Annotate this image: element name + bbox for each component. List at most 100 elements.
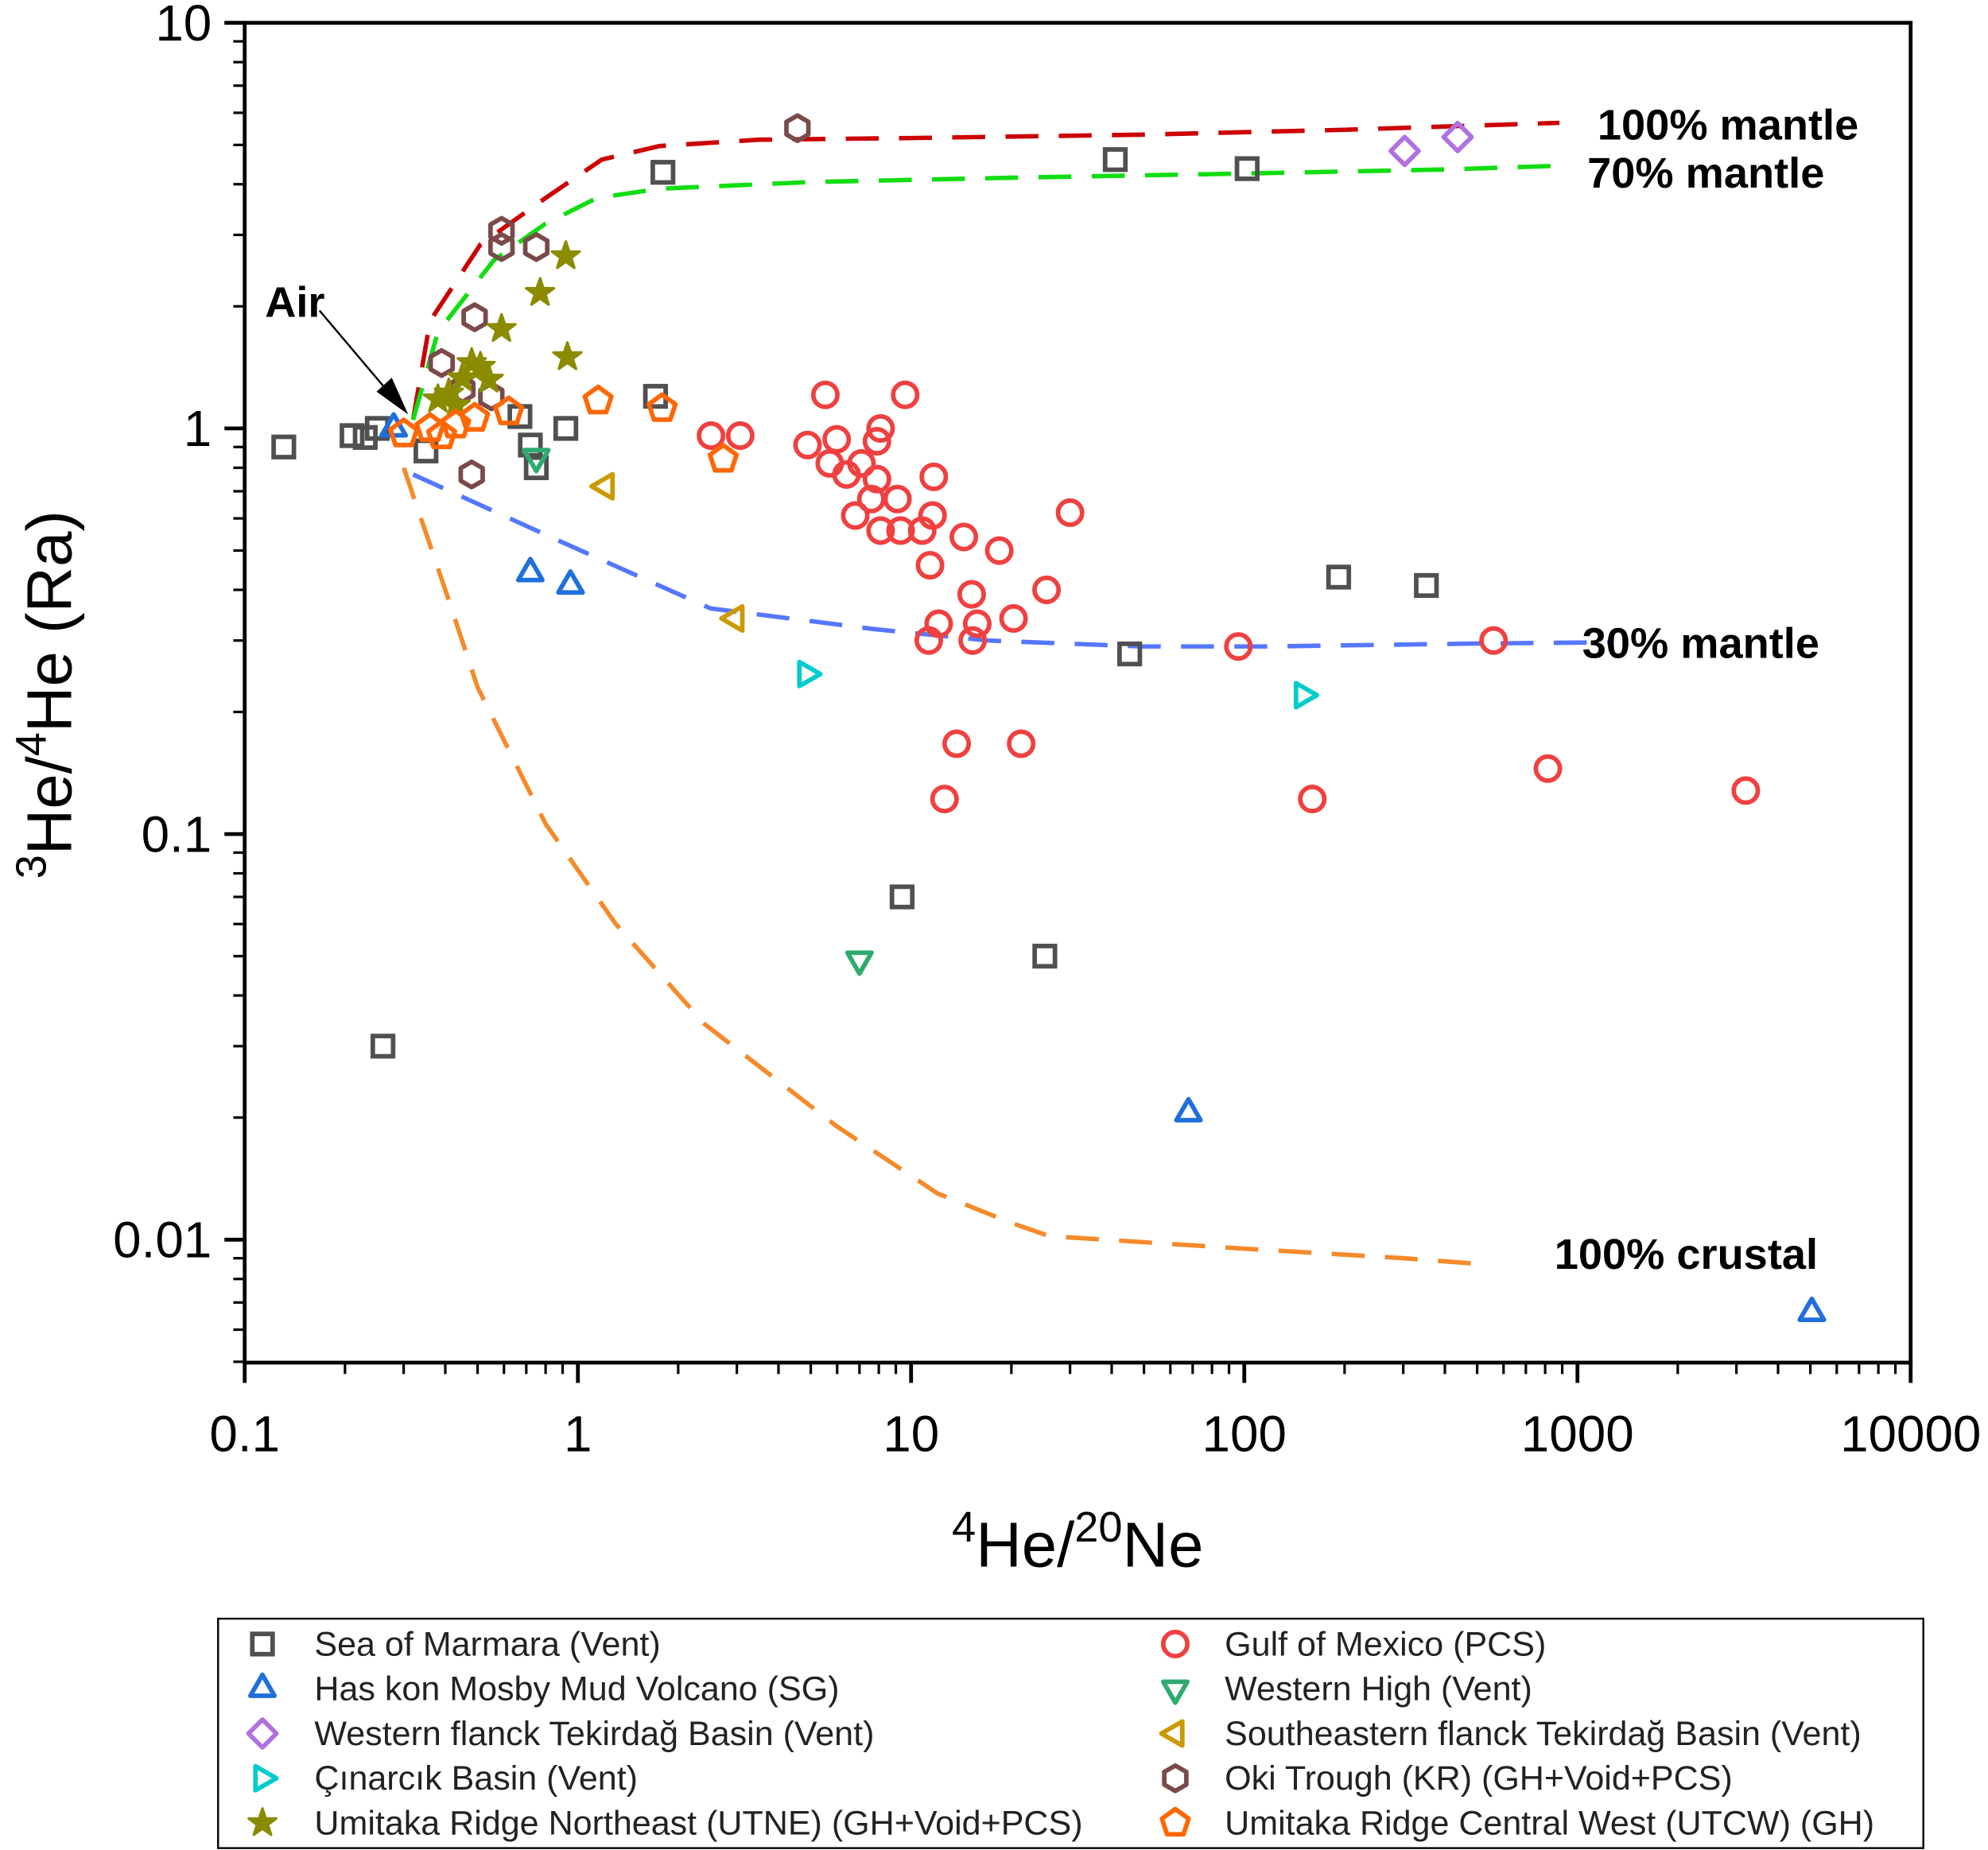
data-point-triangle-up-icon [1174, 1096, 1203, 1123]
series-gulf-of-mexico-pcs [697, 380, 1761, 814]
data-point-circle-icon [883, 484, 912, 514]
data-point-hexagon-icon [488, 231, 515, 262]
data-point-circle-icon [919, 462, 949, 491]
legend-star-icon [247, 1807, 278, 1836]
data-point-circle-icon [886, 516, 915, 545]
data-point-circle-icon [930, 785, 959, 814]
data-point-square-icon [1032, 944, 1058, 969]
data-point-circle-icon [915, 550, 945, 580]
data-point-star-icon [447, 362, 478, 392]
legend-pentagon-icon [1159, 1806, 1191, 1837]
data-point-pentagon-icon [388, 417, 420, 448]
data-point-triangle-down-icon [522, 448, 551, 474]
data-point-star-icon [550, 240, 581, 270]
curve-label-100-crustal: 100% crustal [1555, 1231, 1818, 1278]
data-point-circle-icon [847, 448, 876, 478]
data-point-circle-icon [957, 580, 986, 609]
curve-70-mantle [410, 163, 1571, 421]
data-point-square-icon [1326, 564, 1352, 590]
data-point-triangle-up-icon [1797, 1296, 1827, 1322]
curve-label-70-mantle: 70% mantle [1587, 149, 1824, 197]
legend-label: Gulf of Mexico (PCS) [1225, 1625, 1546, 1663]
data-point-hexagon-icon [488, 215, 515, 246]
series-southeastern-flanck-tekirda-basin-vent [589, 471, 745, 634]
air-arrowhead-icon [376, 378, 409, 415]
data-point-circle-icon [914, 626, 943, 655]
data-point-pentagon-icon [425, 419, 457, 450]
x-tick-label: 1000 [1521, 1406, 1634, 1463]
legend-label: Has kon Mosby Mud Volcano (SG) [314, 1670, 839, 1708]
data-point-circle-icon [962, 609, 992, 638]
data-point-triangle-right-icon [797, 659, 823, 688]
legend-hexagon-icon [1162, 1763, 1189, 1794]
data-point-circle-icon [1224, 632, 1253, 661]
data-point-square-icon [1102, 147, 1128, 173]
data-point-circle-icon [862, 464, 891, 494]
curve-100-crustal [402, 467, 1484, 1267]
curve-label-100-mantle: 100% mantle [1598, 101, 1858, 149]
legend-label: Sea of Marmara (Vent) [314, 1625, 660, 1663]
markers-layer [271, 113, 1827, 1322]
x-tick-label: 1 [564, 1406, 592, 1463]
data-point-triangle-left-icon [719, 603, 745, 634]
legend-label: Çınarcık Basin (Vent) [314, 1759, 638, 1798]
data-point-circle-icon [793, 430, 822, 460]
x-tick-label: 10 [883, 1406, 939, 1463]
data-point-star-icon [525, 277, 556, 306]
data-point-circle-icon [958, 626, 988, 655]
data-point-circle-icon [1055, 498, 1085, 527]
legend: Sea of Marmara (Vent) Gulf of Mexico (PCS… [217, 1617, 1924, 1849]
data-point-triangle-right-icon [1293, 681, 1319, 710]
data-point-triangle-up-icon [556, 569, 585, 595]
data-point-diamond-icon [1388, 134, 1421, 168]
data-point-pentagon-icon [440, 409, 472, 439]
data-point-circle-icon [866, 413, 895, 443]
data-point-circle-icon [1533, 754, 1563, 783]
data-point-square-icon [518, 432, 543, 458]
legend-triangle-down-icon [1160, 1679, 1190, 1705]
series-umitaka-ridge-northeast-utne-gh-void-pcs [422, 240, 583, 419]
data-point-square-icon [553, 416, 579, 441]
data-point-pentagon-icon [493, 395, 525, 425]
data-point-circle-icon [866, 516, 895, 545]
y-tick-label: 0.01 [113, 1212, 212, 1269]
legend-box [217, 1617, 1924, 1849]
legend-triangle-left-icon [1159, 1719, 1185, 1748]
legend-circle-icon [1160, 1629, 1190, 1658]
curves-layer [402, 120, 1611, 1267]
legend-label: Umitaka Ridge Northeast (UTNE) (GH+Void+… [314, 1804, 1082, 1842]
data-point-triangle-down-icon [845, 950, 874, 976]
data-point-star-icon [552, 341, 583, 370]
data-point-circle-icon [1731, 776, 1761, 805]
y-tick-label: 1 [184, 400, 212, 457]
curve-30-mantle [412, 472, 1611, 649]
data-point-circle-icon [999, 603, 1028, 633]
data-point-star-icon [473, 363, 504, 393]
series-narc-k-basin-vent [797, 659, 1319, 710]
data-point-circle-icon [822, 425, 852, 454]
plot-frame [243, 21, 1913, 1365]
data-point-circle-icon [725, 421, 755, 450]
data-point-circle-icon [841, 501, 870, 530]
data-point-star-icon [486, 312, 517, 343]
data-point-square-icon [271, 434, 297, 460]
data-point-square-icon [1117, 641, 1143, 667]
legend-diamond-icon [246, 1717, 279, 1750]
curve-100-mantle [410, 120, 1560, 421]
legend-square-icon [250, 1631, 275, 1657]
data-point-circle-icon [942, 729, 972, 758]
data-point-pentagon-icon [707, 443, 740, 473]
data-point-circle-icon [984, 536, 1014, 565]
data-point-square-icon [523, 455, 549, 480]
data-point-square-icon [650, 160, 676, 185]
legend-label: Oki Trough (KR) (GH+Void+PCS) [1225, 1759, 1733, 1798]
data-point-hexagon-icon [784, 113, 811, 144]
y-axis-title: 3He/4He (Ra) [7, 510, 84, 878]
legend-triangle-up-icon [248, 1672, 278, 1698]
series-western-flanck-tekirda-basin-vent [1388, 120, 1474, 168]
data-point-pentagon-icon [582, 384, 614, 415]
x-tick-label: 100 [1202, 1406, 1287, 1463]
air-annotation: Air [265, 279, 324, 327]
curve-label-30-mantle: 30% mantle [1582, 619, 1819, 667]
data-point-circle-icon [1298, 785, 1327, 814]
